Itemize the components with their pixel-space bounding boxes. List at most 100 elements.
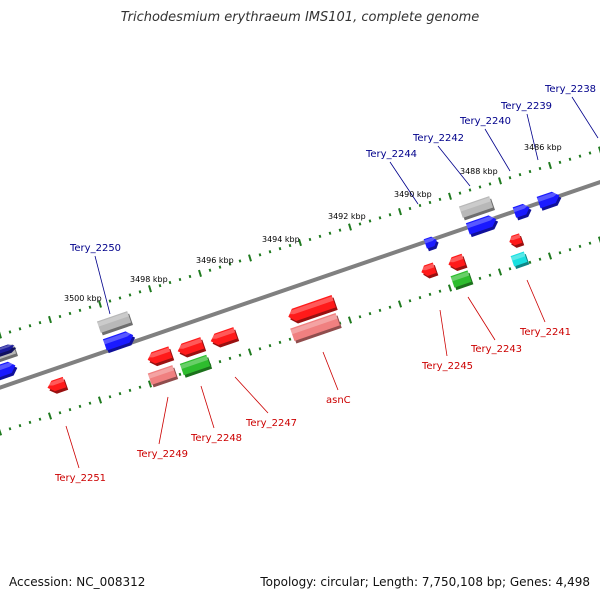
lower-track-tick (358, 315, 362, 319)
leader-line (437, 145, 471, 187)
lower-track-tick (488, 273, 492, 277)
gene-label-tery-2239[interactable]: Tery_2239 (500, 101, 552, 112)
gene-label-tery-2238[interactable]: Tery_2238 (544, 84, 596, 95)
feature-tery-2243[interactable] (450, 270, 474, 291)
feature-tery-2245[interactable] (420, 262, 439, 280)
label-leader-lines (65, 96, 599, 469)
upper-track-tick (528, 169, 532, 174)
kbp-label-3500: 3500 kbp (64, 294, 102, 303)
feature-tery-2244[interactable] (423, 235, 441, 252)
upper-track-tick (158, 284, 162, 288)
lower-track-tick (218, 360, 222, 364)
feature-tery-2242-band[interactable] (458, 196, 496, 221)
gene-label-tery-2248[interactable]: Tery_2248 (190, 433, 242, 444)
upper-track-tick (258, 253, 262, 257)
upper-track-tick (138, 290, 142, 294)
gene-label-asnc[interactable]: asnC (326, 395, 351, 406)
gene-label-tery-2240[interactable]: Tery_2240 (459, 116, 511, 127)
feature-red-c[interactable] (446, 253, 468, 273)
lower-track-tick (258, 347, 262, 351)
upper-track-tick (178, 277, 182, 282)
feature-left-dark[interactable] (0, 342, 17, 358)
upper-track-tick (388, 213, 392, 217)
gene-label-tery-2242[interactable]: Tery_2242 (412, 133, 464, 144)
upper-track-tick (428, 200, 432, 205)
upper-track-tick (38, 321, 42, 325)
gene-label-tery-2244[interactable]: Tery_2244 (365, 149, 417, 160)
upper-track-tick (318, 234, 322, 238)
feature-tery-2239[interactable] (536, 189, 564, 211)
lower-track-tick (408, 299, 412, 303)
lower-track-tick (278, 340, 282, 344)
lower-track-tick (0, 428, 3, 436)
upper-track-tick (108, 299, 112, 303)
upper-track-tick (188, 274, 192, 279)
kbp-label-3486: 3486 kbp (524, 143, 562, 152)
feature-tery-2249[interactable] (147, 365, 179, 388)
gene-label-tery-2245[interactable]: Tery_2245 (421, 361, 473, 372)
feature-red-b[interactable] (176, 337, 207, 360)
lower-track-tick (108, 395, 112, 399)
feature-asnc[interactable] (286, 295, 338, 326)
kbp-label-3494: 3494 kbp (262, 235, 300, 244)
lower-track-tick (228, 356, 232, 360)
lower-track-tick (547, 252, 553, 260)
gene-label-tery-2249[interactable]: Tery_2249 (136, 449, 188, 460)
upper-track-tick (58, 314, 62, 319)
lower-track-tick (397, 300, 403, 308)
upper-track-tick (118, 296, 122, 300)
topology-text: Topology: circular; Length: 7,750,108 bp… (260, 575, 590, 589)
feature-tery-2250[interactable] (102, 329, 137, 354)
feature-tery-2248[interactable] (179, 354, 213, 378)
lower-track-tick (558, 251, 562, 255)
gene-label-tery-2251[interactable]: Tery_2251 (54, 473, 106, 484)
upper-track-tick (488, 182, 492, 186)
upper-track-tick (48, 315, 52, 324)
lower-track-tick (178, 372, 182, 376)
upper-track-tick (268, 250, 272, 254)
lower-track-tick (28, 420, 32, 424)
leader-line (467, 296, 496, 341)
lower-track-tick (418, 296, 422, 300)
lower-gene-labels: Tery_2241 Tery_2243 Tery_2245 asnC Tery_… (54, 327, 571, 484)
upper-track-tick (218, 265, 222, 269)
map-title: Trichodesmium erythraeum IMS101, complet… (120, 10, 480, 25)
feature-tery-2250-band[interactable] (96, 311, 134, 336)
leader-line (526, 113, 539, 161)
feature-tery-2247[interactable] (209, 327, 240, 350)
lower-track-tick (38, 417, 42, 421)
lower-track-tick (238, 353, 242, 357)
feature-tery-2251[interactable] (46, 376, 69, 396)
gene-label-tery-2243[interactable]: Tery_2243 (470, 344, 522, 355)
lower-track-tick (588, 241, 592, 245)
upper-track-tick (98, 300, 102, 308)
upper-track-tick (228, 262, 232, 266)
feature-tery-2241-band[interactable] (510, 251, 530, 269)
gene-label-tery-2247[interactable]: Tery_2247 (245, 418, 297, 429)
lower-track-tick (68, 408, 72, 412)
feature-track (0, 189, 564, 396)
upper-track-tick (378, 216, 382, 220)
feature-tery-2240[interactable] (512, 202, 534, 221)
lower-track-tick (347, 316, 353, 324)
upper-track-tick (478, 185, 482, 189)
lower-track-tick (118, 392, 122, 396)
feature-tery-2242[interactable] (465, 213, 500, 238)
lower-track-tick (388, 305, 392, 309)
leader-line (526, 279, 546, 323)
gene-label-tery-2250[interactable]: Tery_2250 (69, 243, 121, 254)
leader-line (158, 396, 169, 445)
feature-tery-2241[interactable] (508, 233, 525, 250)
lower-track-tick (497, 268, 503, 276)
lower-track-tick (78, 404, 82, 408)
kbp-scale-labels: 3486 kbp 3488 kbp 3490 kbp 3492 kbp 3494… (64, 143, 562, 303)
lower-track-tick (568, 248, 572, 252)
lower-track-tick (368, 312, 372, 316)
lower-track-tick (138, 385, 142, 389)
feature-asnc-band[interactable] (290, 313, 342, 344)
gene-label-tery-2241[interactable]: Tery_2241 (519, 327, 571, 338)
upper-tick-track (0, 146, 600, 339)
feature-left-blue[interactable] (0, 359, 19, 381)
feature-red-a[interactable] (146, 346, 175, 368)
